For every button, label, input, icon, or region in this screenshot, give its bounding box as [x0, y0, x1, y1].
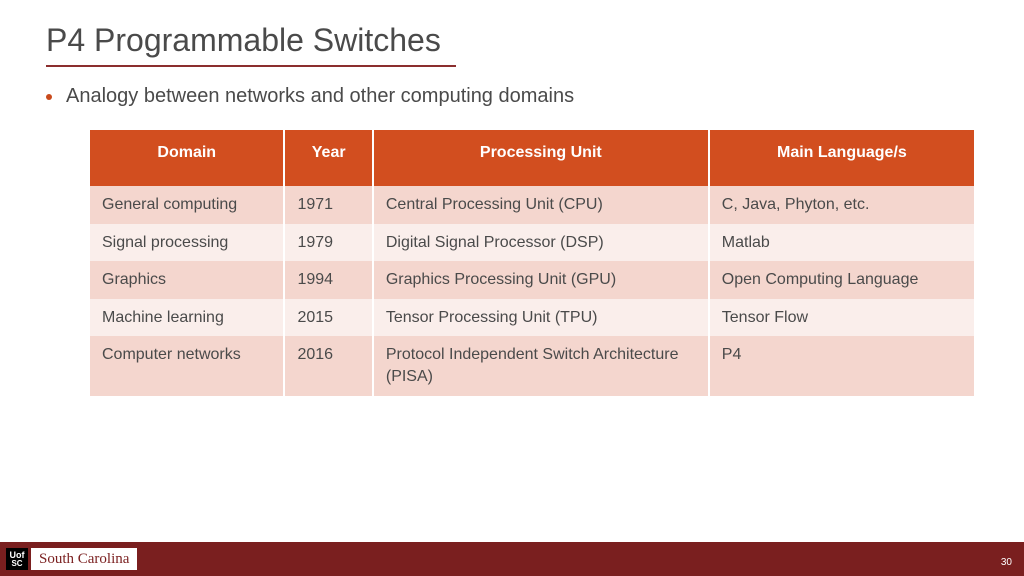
col-header-year: Year	[284, 130, 372, 186]
bullet-row: Analogy between networks and other compu…	[0, 67, 1024, 108]
cell-year: 2016	[284, 336, 372, 395]
cell-proc: Graphics Processing Unit (GPU)	[373, 261, 709, 299]
cell-lang: Open Computing Language	[709, 261, 974, 299]
cell-domain: Graphics	[90, 261, 284, 299]
cell-proc: Digital Signal Processor (DSP)	[373, 224, 709, 262]
table-row: Signal processing 1979 Digital Signal Pr…	[90, 224, 974, 262]
table-row: General computing 1971 Central Processin…	[90, 186, 974, 224]
cell-domain: General computing	[90, 186, 284, 224]
cell-domain: Computer networks	[90, 336, 284, 395]
col-header-lang: Main Language/s	[709, 130, 974, 186]
cell-lang: P4	[709, 336, 974, 395]
table-header-row: Domain Year Processing Unit Main Languag…	[90, 130, 974, 186]
col-header-domain: Domain	[90, 130, 284, 186]
cell-year: 1979	[284, 224, 372, 262]
university-logo: Uof SC South Carolina	[6, 547, 137, 571]
cell-proc: Protocol Independent Switch Architecture…	[373, 336, 709, 395]
footer-bar: Uof SC South Carolina 30	[0, 542, 1024, 576]
slide-title: P4 Programmable Switches	[0, 0, 1024, 65]
cell-year: 2015	[284, 299, 372, 337]
cell-year: 1971	[284, 186, 372, 224]
logo-bottom: SC	[11, 560, 22, 568]
logo-text: South Carolina	[31, 548, 137, 570]
comparison-table: Domain Year Processing Unit Main Languag…	[90, 130, 974, 396]
cell-domain: Machine learning	[90, 299, 284, 337]
table-row: Machine learning 2015 Tensor Processing …	[90, 299, 974, 337]
cell-lang: Tensor Flow	[709, 299, 974, 337]
cell-lang: Matlab	[709, 224, 974, 262]
logo-square-icon: Uof SC	[6, 548, 28, 570]
cell-proc: Tensor Processing Unit (TPU)	[373, 299, 709, 337]
bullet-text: Analogy between networks and other compu…	[66, 85, 574, 108]
table-container: Domain Year Processing Unit Main Languag…	[0, 108, 1024, 396]
table-body: General computing 1971 Central Processin…	[90, 186, 974, 396]
cell-lang: C, Java, Phyton, etc.	[709, 186, 974, 224]
cell-year: 1994	[284, 261, 372, 299]
cell-domain: Signal processing	[90, 224, 284, 262]
slide: P4 Programmable Switches Analogy between…	[0, 0, 1024, 576]
table-row: Graphics 1994 Graphics Processing Unit (…	[90, 261, 974, 299]
bullet-icon	[46, 94, 52, 100]
page-number: 30	[1001, 557, 1012, 568]
cell-proc: Central Processing Unit (CPU)	[373, 186, 709, 224]
table-row: Computer networks 2016 Protocol Independ…	[90, 336, 974, 395]
col-header-proc: Processing Unit	[373, 130, 709, 186]
